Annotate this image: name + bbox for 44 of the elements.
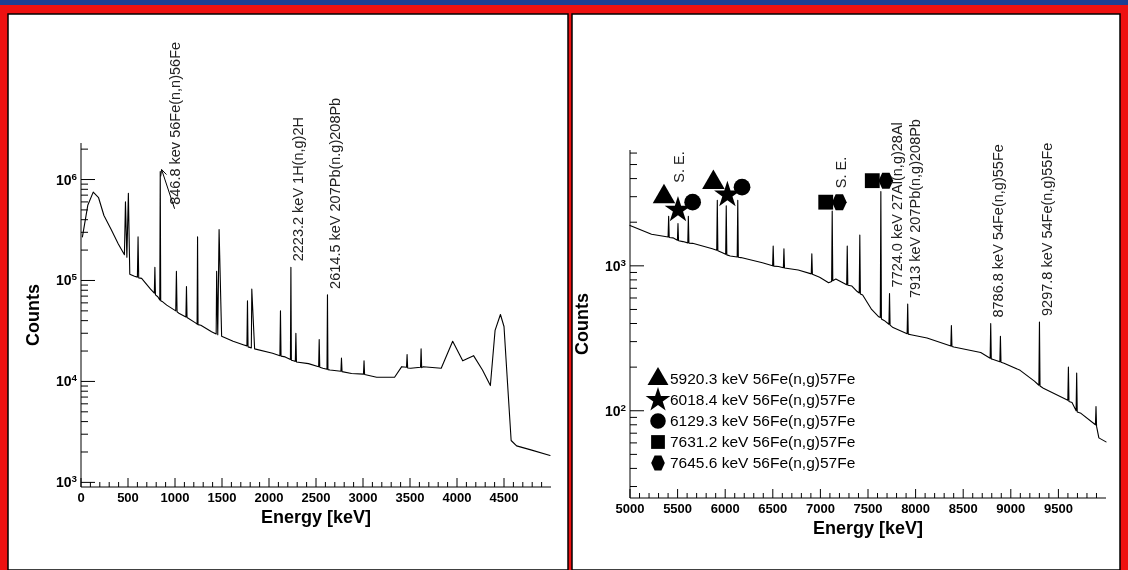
y-axis-title: Counts — [23, 284, 43, 346]
legend-label: 7631.2 keV 56Fe(n,g)57Fe — [670, 433, 856, 450]
x-axis-title: Energy [keV] — [260, 507, 372, 527]
annotation: S. E. — [832, 156, 849, 189]
annotation: 8786.8 keV 54Fe(n,g)55Fe — [990, 144, 1007, 318]
legend-label: 6018.4 keV 56Fe(n,g)57Fe — [670, 391, 856, 408]
x-tick-label: 8500 — [948, 501, 978, 516]
annotation: 9297.8 keV 54Fe(n,g)55Fe — [1038, 142, 1055, 316]
x-tick-label: 3000 — [348, 490, 378, 505]
annotation: S. E. — [670, 151, 687, 183]
y-tick-label: 10$^{3}$ — [604, 256, 627, 274]
x-tick-label: 2500 — [301, 490, 331, 505]
x-tick-label: 5000 — [615, 501, 645, 516]
annotation: 7724.0 keV 27Al(n,g)28Al — [889, 122, 906, 288]
x-tick-label: 5500 — [663, 501, 693, 516]
y-axis-title: Counts — [572, 293, 592, 355]
x-tick-label: 6000 — [710, 501, 740, 516]
x-tick-label: 1500 — [207, 490, 237, 505]
annotation: 2614.5 keV 207Pb(n.g)208Pb — [326, 97, 343, 289]
legend-label: 7645.6 keV 56Fe(n,g)57Fe — [670, 454, 856, 471]
x-tick-label: 1000 — [160, 490, 190, 505]
x-tick-label: 3500 — [395, 490, 425, 505]
y-tick-label: 10$^{2}$ — [604, 401, 627, 419]
y-tick-label: 10$^{5}$ — [55, 270, 78, 289]
x-tick-label: 2000 — [254, 490, 284, 505]
annotation: 846.8 kev 56Fe(n,n)56Fe — [167, 41, 184, 205]
annotation: 7913 keV 207Pb(n,g)208Pb — [907, 119, 924, 299]
x-tick-label: 9000 — [996, 501, 1026, 516]
annotation: 2223.2 keV 1H(n,g)2H — [289, 117, 306, 262]
y-tick-label: 10$^{3}$ — [55, 472, 78, 491]
x-tick-label: 0 — [77, 490, 85, 505]
x-tick-label: 4000 — [442, 490, 472, 505]
y-tick-label: 10$^{6}$ — [55, 170, 78, 188]
y-tick-label: 10$^{4}$ — [55, 371, 78, 390]
x-axis-title: Energy [keV] — [812, 518, 924, 538]
x-tick-label: 8000 — [901, 501, 931, 516]
x-tick-label: 4500 — [489, 490, 519, 505]
legend-label: 5920.3 keV 56Fe(n,g)57Fe — [670, 370, 856, 387]
x-tick-label: 500 — [117, 490, 139, 505]
legend-label: 6129.3 keV 56Fe(n,g)57Fe — [670, 412, 856, 429]
x-tick-label: 6500 — [758, 501, 788, 516]
x-tick-label: 7500 — [853, 501, 883, 516]
x-tick-label: 9500 — [1043, 501, 1073, 516]
x-tick-label: 7000 — [805, 501, 835, 516]
